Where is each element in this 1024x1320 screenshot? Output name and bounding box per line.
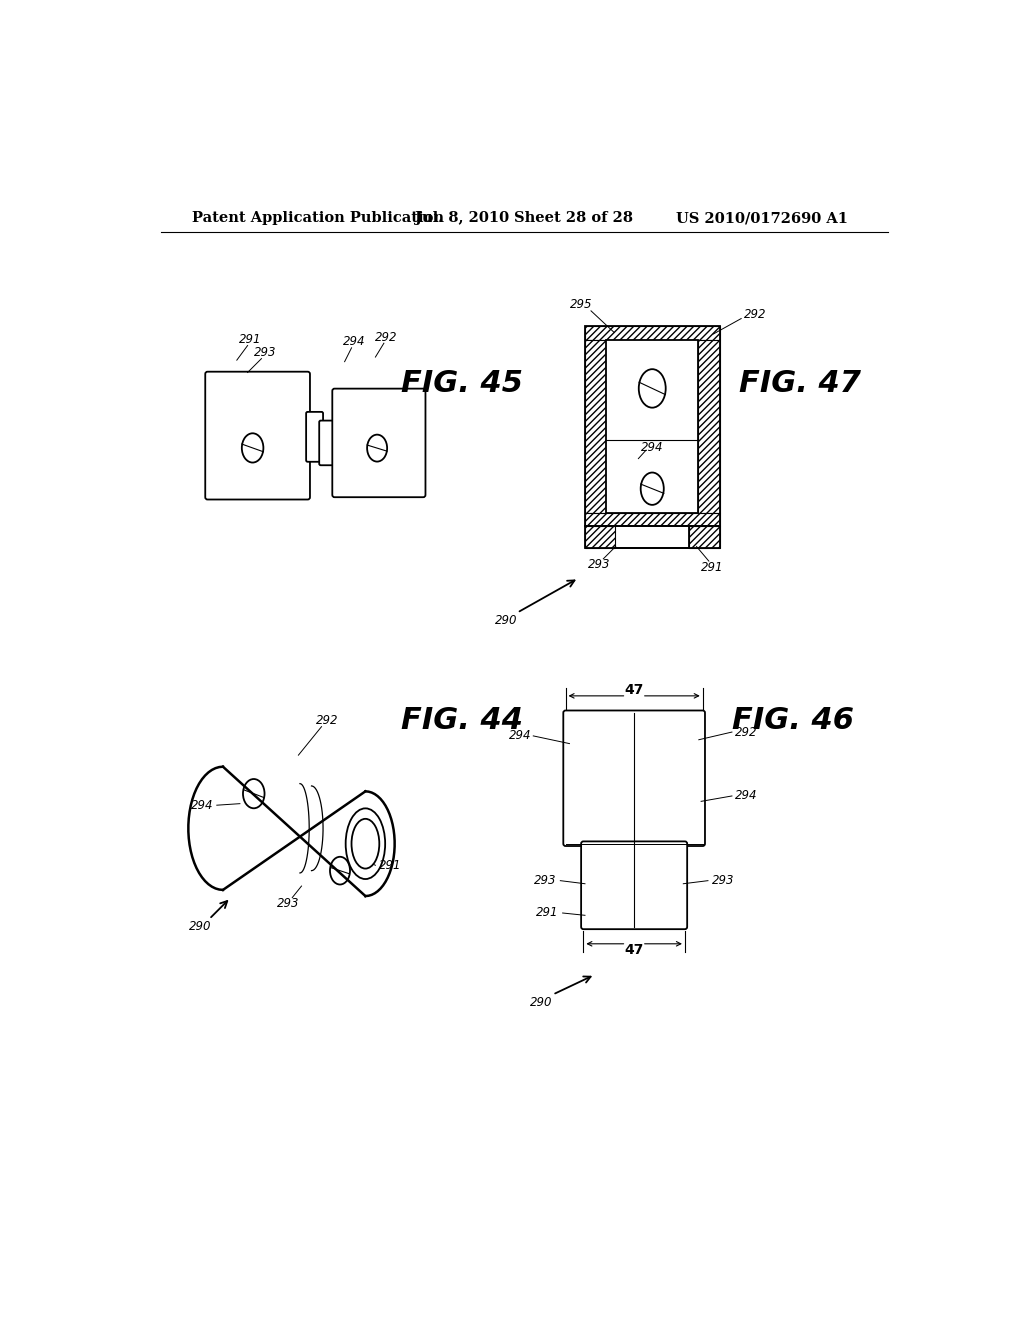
FancyBboxPatch shape	[581, 841, 687, 929]
Text: Patent Application Publication: Patent Application Publication	[193, 211, 444, 226]
Text: 294: 294	[509, 730, 531, 742]
Text: 294: 294	[191, 799, 214, 812]
Text: 292: 292	[735, 726, 758, 739]
Bar	[585, 326, 720, 527]
Text: 292: 292	[375, 330, 397, 343]
Text: 47: 47	[625, 942, 644, 957]
Bar	[585, 527, 720, 548]
Text: 295: 295	[569, 298, 592, 312]
Bar	[585, 512, 720, 527]
Text: 292: 292	[315, 714, 338, 727]
Bar	[606, 341, 698, 512]
Text: Jul. 8, 2010: Jul. 8, 2010	[415, 211, 509, 226]
Bar	[585, 341, 606, 512]
Ellipse shape	[330, 857, 350, 884]
Ellipse shape	[243, 779, 264, 808]
Ellipse shape	[346, 808, 385, 879]
Text: US 2010/0172690 A1: US 2010/0172690 A1	[676, 211, 848, 226]
Ellipse shape	[242, 433, 263, 462]
FancyBboxPatch shape	[563, 710, 705, 846]
Text: 293: 293	[712, 874, 734, 887]
Text: 293: 293	[278, 898, 300, 911]
Text: FIG. 45: FIG. 45	[400, 368, 522, 397]
Text: 291: 291	[239, 333, 261, 346]
Text: 294: 294	[343, 335, 366, 348]
Text: FIG. 44: FIG. 44	[400, 706, 522, 735]
Bar	[585, 527, 615, 548]
Text: 290: 290	[188, 920, 211, 933]
Text: 47: 47	[625, 682, 644, 697]
Text: FIG. 47: FIG. 47	[739, 368, 861, 397]
Ellipse shape	[351, 818, 379, 869]
Bar	[698, 341, 720, 512]
Text: 291: 291	[537, 907, 559, 920]
Text: 291: 291	[700, 561, 723, 574]
FancyBboxPatch shape	[205, 372, 310, 499]
Text: 290: 290	[529, 995, 552, 1008]
Text: 291: 291	[379, 859, 401, 871]
Ellipse shape	[639, 370, 666, 408]
Bar	[689, 527, 720, 548]
Text: 290: 290	[495, 614, 517, 627]
Text: 293: 293	[534, 874, 556, 887]
Ellipse shape	[368, 434, 387, 462]
Text: 293: 293	[588, 558, 610, 572]
Bar	[585, 326, 720, 341]
Text: Sheet 28 of 28: Sheet 28 of 28	[514, 211, 633, 226]
Text: 293: 293	[254, 346, 276, 359]
Text: FIG. 46: FIG. 46	[732, 706, 854, 735]
Text: 294: 294	[735, 789, 758, 803]
FancyBboxPatch shape	[319, 421, 336, 465]
FancyBboxPatch shape	[306, 412, 323, 462]
Ellipse shape	[641, 473, 664, 504]
Text: 292: 292	[744, 308, 767, 321]
FancyBboxPatch shape	[333, 388, 425, 498]
Text: 294: 294	[641, 441, 664, 454]
Bar	[615, 527, 689, 548]
